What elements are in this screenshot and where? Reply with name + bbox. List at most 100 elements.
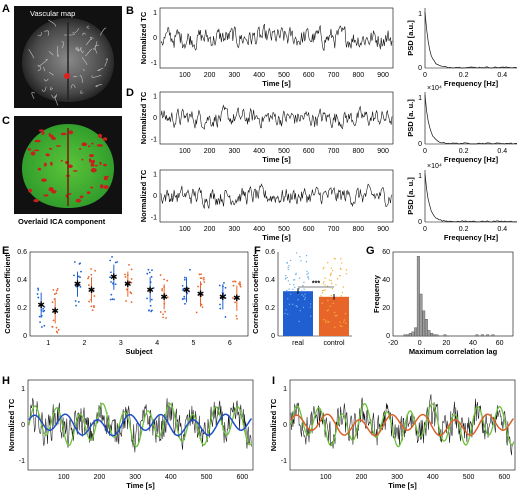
data-point [162,313,164,316]
data-point [343,321,345,323]
data-point [299,309,301,312]
data-point [288,303,291,306]
psd-y-tick: 1 [418,95,422,102]
timecourse-line [160,104,393,130]
x-tick-label: 3 [119,340,123,347]
data-point [300,260,302,262]
mean-marker: ✱ [74,279,82,289]
histogram-bar [427,330,431,337]
data-point [322,267,325,270]
x-axis-label: Time [s] [388,481,417,490]
data-point [327,299,329,302]
bar-control [319,296,349,336]
data-point [91,309,94,312]
y-axis-label: Normalized TC [269,398,278,451]
y-axis-label: Frequency [372,274,381,313]
data-point [339,274,341,277]
panel-a-title: Vascular map [30,9,75,18]
y-tick-label: 0 [23,333,27,340]
data-point [188,290,191,293]
data-point [323,289,325,292]
data-point [224,286,227,289]
data-point [43,306,46,308]
y-axis-label: Normalized TC [139,91,148,144]
data-point [289,283,291,285]
y-axis-label: Correlation coefficient [3,254,12,334]
data-point [40,326,43,328]
histogram-bar [422,310,426,337]
histogram-bar [475,334,479,337]
data-point [302,306,305,309]
data-point [162,316,165,319]
data-point [342,286,345,288]
x-axis-label: Time [s] [262,155,291,164]
data-point [182,289,185,292]
y-tick-label: 0 [386,333,390,340]
panel-c-caption: Overlaid ICA component [18,217,106,226]
mean-marker: ✱ [37,300,45,310]
x-tick-label: 300 [229,226,241,233]
data-point [161,289,163,292]
data-point [301,290,303,292]
data-point [309,306,312,308]
data-point [111,298,114,301]
data-point [88,300,90,303]
x-tick-label: 500 [278,226,290,233]
data-point [166,296,169,299]
psd-x-tick: 0.2 [459,148,469,155]
histogram-bar [443,334,447,337]
data-point [341,262,343,264]
x-tick-label: 100 [179,72,191,79]
data-point [195,311,198,314]
data-point [219,296,222,299]
x-tick-label: 200 [356,474,368,481]
mean-marker: ✱ [51,306,59,316]
x-tick-label: 400 [253,148,265,155]
data-point [200,273,202,276]
data-point [197,285,200,288]
data-point [285,309,287,311]
data-point [289,293,292,295]
y-tick-label: -1 [19,458,25,465]
x-tick-label: 100 [179,226,191,233]
filtered-timecourse [290,402,514,448]
histogram-bar [416,256,420,337]
data-point [232,284,235,287]
data-point [114,261,117,264]
data-point [224,297,227,299]
data-point [181,284,184,287]
psd-y-label: PSD [a. u.] [406,177,415,215]
histogram-bar [419,293,423,337]
histogram-bar [403,334,407,337]
panel-f-label: F [254,245,261,257]
data-point [146,272,149,275]
x-tick-label: 200 [204,226,216,233]
data-point [52,319,55,322]
data-point [286,261,288,264]
data-point [339,267,342,270]
data-point [333,257,336,260]
data-point [327,321,329,323]
x-tick-label: 100 [58,474,70,481]
data-point [295,273,297,276]
x-tick-label: 800 [352,226,364,233]
data-point [345,269,348,271]
data-point [128,280,131,283]
data-point [184,276,186,279]
y-tick-label: -1 [151,215,157,222]
x-tick-label: 100 [320,474,332,481]
data-point [235,315,238,317]
data-point [53,293,56,296]
data-point [310,315,312,317]
data-point [288,288,290,290]
data-point [130,268,133,271]
x-tick-label: 500 [278,72,290,79]
y-tick-label: 0 [153,193,157,200]
data-point [298,287,300,290]
histogram-bar [480,334,484,337]
data-point [189,268,191,271]
x-tick-label: 900 [377,72,389,79]
data-point [94,269,97,272]
data-point [339,321,341,323]
data-point [90,305,93,308]
